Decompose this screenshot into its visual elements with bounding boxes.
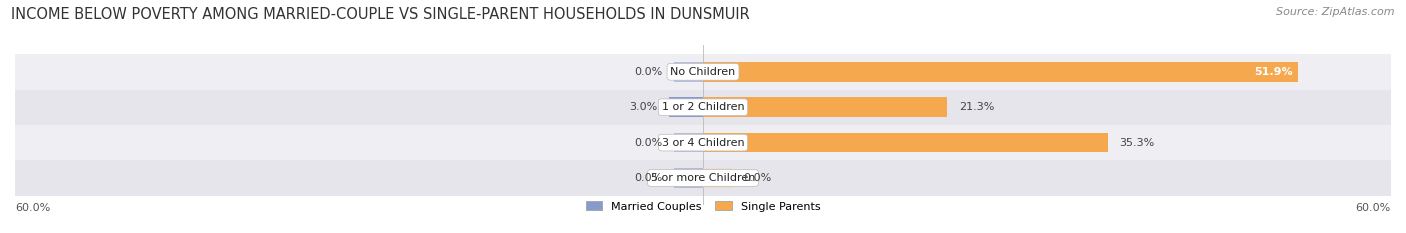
Bar (703, 62, 1298, 82)
Bar (675, 168, 703, 188)
Text: 35.3%: 35.3% (1119, 138, 1154, 148)
Bar (15, 54, 1391, 89)
Text: No Children: No Children (671, 67, 735, 77)
Bar (15, 125, 1391, 160)
Text: 60.0%: 60.0% (1355, 203, 1391, 213)
Bar (703, 133, 1108, 152)
Bar (703, 133, 731, 152)
Text: 0.0%: 0.0% (634, 138, 662, 148)
Text: 0.0%: 0.0% (744, 173, 772, 183)
Bar (675, 62, 703, 82)
Text: 3 or 4 Children: 3 or 4 Children (662, 138, 744, 148)
Bar (703, 168, 731, 188)
Text: 21.3%: 21.3% (959, 102, 994, 112)
Text: 60.0%: 60.0% (15, 203, 51, 213)
Text: 0.0%: 0.0% (634, 67, 662, 77)
Bar (703, 62, 731, 82)
Bar (675, 133, 703, 152)
Text: 51.9%: 51.9% (1254, 67, 1292, 77)
Text: INCOME BELOW POVERTY AMONG MARRIED-COUPLE VS SINGLE-PARENT HOUSEHOLDS IN DUNSMUI: INCOME BELOW POVERTY AMONG MARRIED-COUPL… (11, 7, 749, 22)
Legend: Married Couples, Single Parents: Married Couples, Single Parents (586, 201, 820, 212)
Bar (15, 89, 1391, 125)
Bar (669, 97, 703, 117)
Bar (675, 97, 703, 117)
Bar (15, 160, 1391, 196)
Text: 5 or more Children: 5 or more Children (651, 173, 755, 183)
Bar (703, 97, 948, 117)
Text: 1 or 2 Children: 1 or 2 Children (662, 102, 744, 112)
Text: 0.0%: 0.0% (634, 173, 662, 183)
Text: Source: ZipAtlas.com: Source: ZipAtlas.com (1277, 7, 1395, 17)
Bar (703, 97, 731, 117)
Text: 3.0%: 3.0% (628, 102, 657, 112)
